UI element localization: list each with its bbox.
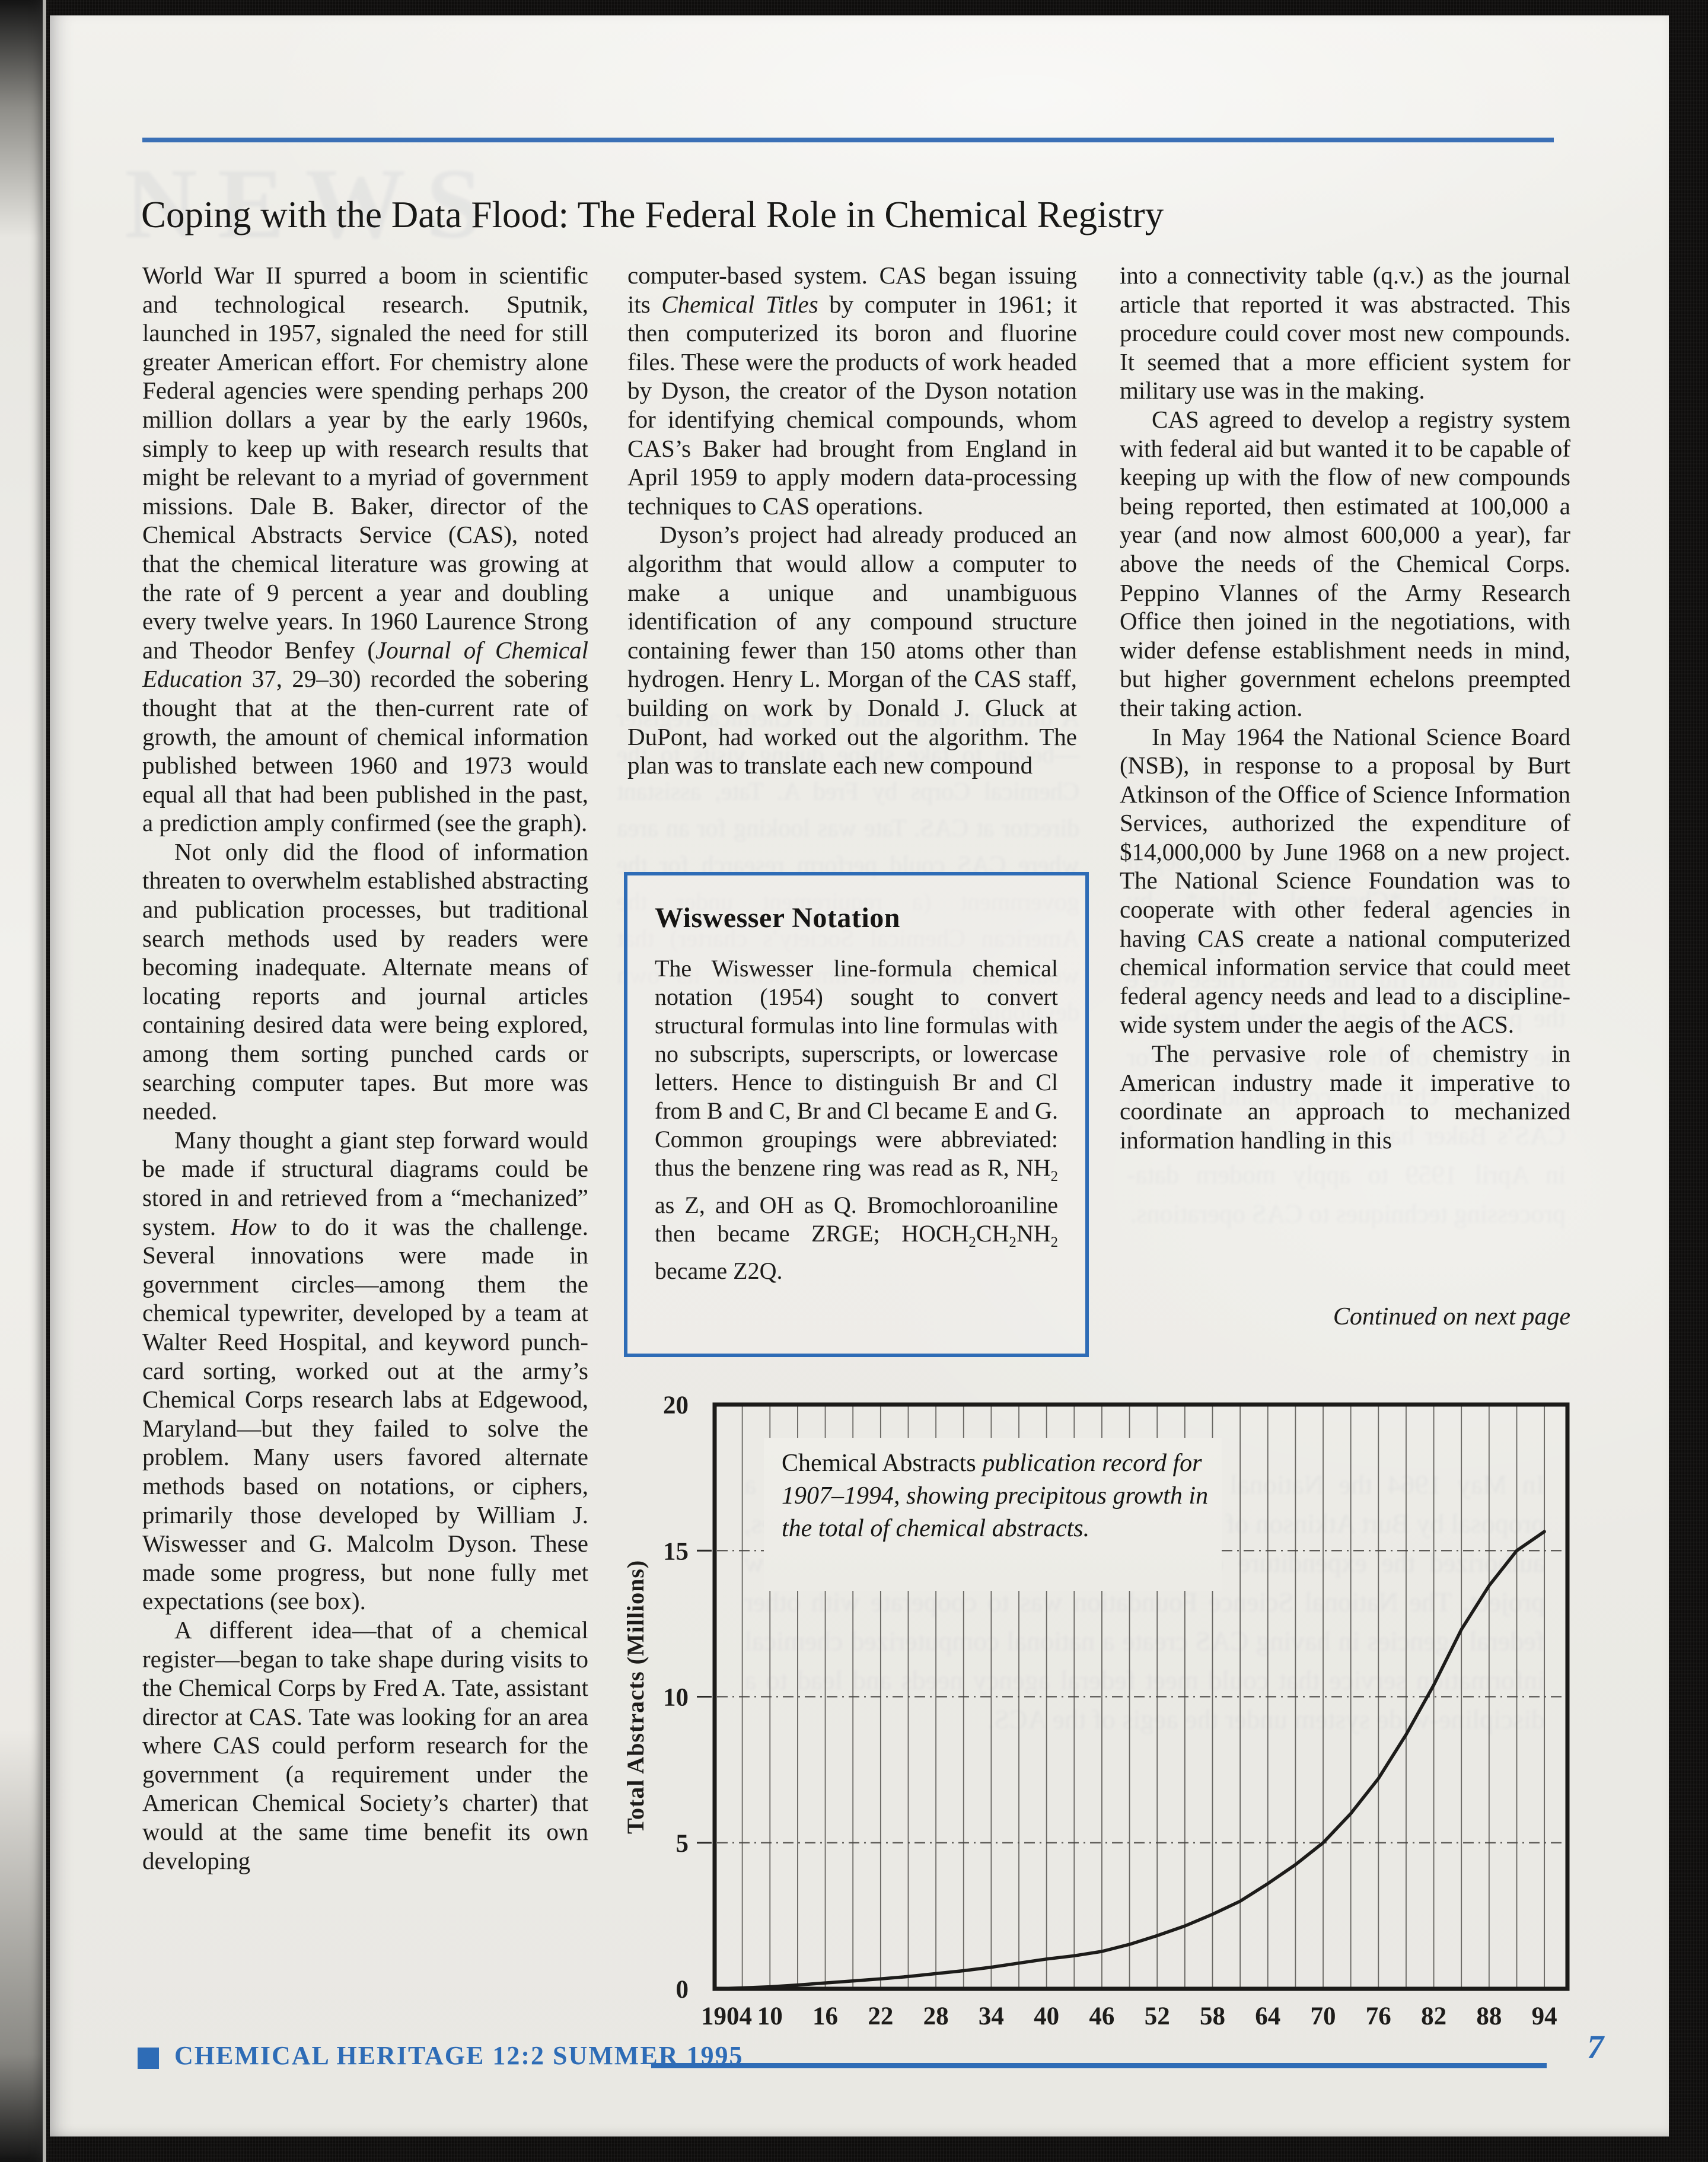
top-rule (142, 138, 1554, 142)
paragraph: Not only did the flood of information th… (142, 838, 588, 1125)
svg-text:34: 34 (979, 2002, 1004, 2030)
svg-text:0: 0 (676, 1976, 689, 2004)
article-title: Coping with the Data Flood: The Federal … (141, 194, 1164, 235)
continued-note: Continued on next page (1333, 1303, 1570, 1330)
footer-bullet-icon (138, 2048, 159, 2069)
paragraph: The pervasive role of chemistry in Ameri… (1120, 1040, 1570, 1154)
paragraph: A different idea—that of a chemical regi… (142, 1616, 588, 1874)
page-spine-edge (0, 0, 46, 2162)
svg-text:82: 82 (1421, 2002, 1446, 2030)
svg-text:15: 15 (663, 1537, 689, 1565)
chart-caption: Chemical Abstracts publication record fo… (764, 1438, 1222, 1591)
svg-text:16: 16 (812, 2002, 838, 2030)
paragraph: CAS agreed to develop a registry system … (1120, 405, 1570, 721)
paragraph: Dyson’s project had already produced an … (627, 521, 1077, 779)
paragraph: Many thought a giant step forward would … (142, 1126, 588, 1615)
svg-text:58: 58 (1200, 2002, 1225, 2030)
journal-footer-text: CHEMICAL HERITAGE 12:2 SUMMER 1995 (174, 2041, 744, 2070)
paragraph: World War II spurred a boom in scientifi… (142, 262, 588, 837)
svg-text:10: 10 (663, 1684, 689, 1712)
box-body: The Wiswesser line-formula chemical nota… (655, 955, 1058, 1284)
page-number: 7 (1587, 2029, 1604, 2066)
box-title: Wiswesser Notation (655, 902, 900, 934)
svg-text:40: 40 (1034, 2002, 1059, 2030)
column-2: computer-based system. CAS began issuing… (627, 261, 1077, 780)
svg-text:64: 64 (1255, 2002, 1280, 2030)
svg-text:46: 46 (1089, 2002, 1114, 2030)
paragraph: In May 1964 the National Science Board (… (1120, 722, 1570, 1039)
svg-text:94: 94 (1532, 2002, 1557, 2030)
chart-y-axis-label: Total Abstracts (Millions) (622, 1559, 649, 1834)
svg-text:20: 20 (663, 1392, 689, 1419)
svg-text:28: 28 (923, 2002, 949, 2030)
svg-text:88: 88 (1476, 2002, 1502, 2030)
svg-text:76: 76 (1366, 2002, 1391, 2030)
column-1: World War II spurred a boom in scientifi… (142, 261, 588, 1875)
paragraph: into a connectivity table (q.v.) as the … (1120, 262, 1570, 405)
svg-text:70: 70 (1311, 2002, 1336, 2030)
svg-text:5: 5 (676, 1830, 689, 1858)
paragraph: computer-based system. CAS began issuing… (627, 262, 1077, 520)
chart-caption-roman: Chemical Abstracts (782, 1450, 976, 1477)
svg-text:52: 52 (1145, 2002, 1170, 2030)
svg-text:22: 22 (868, 2002, 893, 2030)
chart-caption-italic: publication record for 1907–1994, showin… (782, 1450, 1209, 1542)
footer-rule (651, 2063, 1547, 2068)
svg-text:10: 10 (757, 2002, 783, 2030)
svg-text:1904: 1904 (701, 2002, 752, 2030)
wiswesser-notation-box: Wiswesser Notation The Wiswesser line-fo… (624, 872, 1089, 1357)
column-3: into a connectivity table (q.v.) as the … (1120, 261, 1570, 1154)
magazine-page (50, 15, 1669, 2136)
